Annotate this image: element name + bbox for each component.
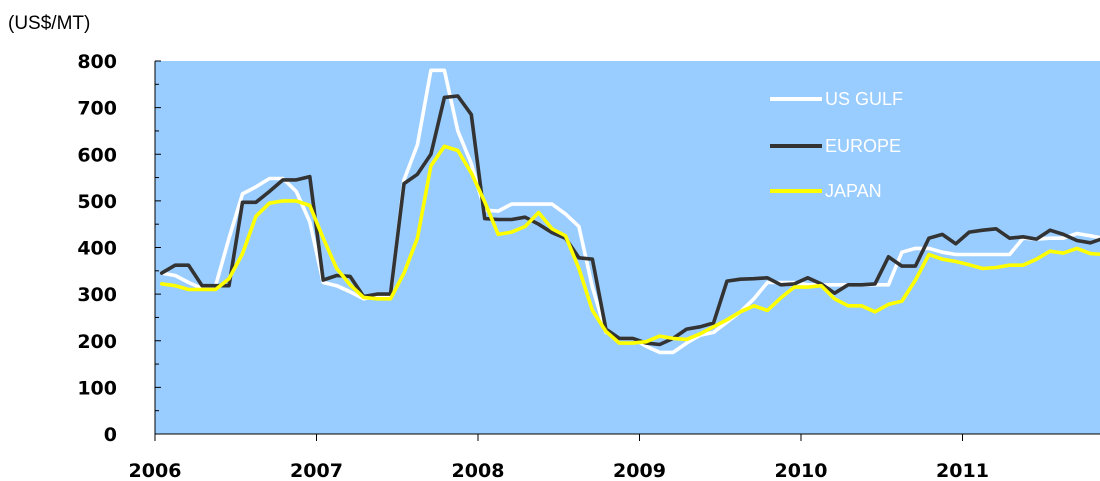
legend-label: US GULF: [825, 89, 903, 109]
x-tick-label: 2007: [290, 460, 343, 481]
x-tick-label: 2009: [613, 460, 666, 481]
x-tick-label: 2011: [936, 460, 989, 481]
y-tick-label: 800: [77, 51, 117, 73]
y-tick-label: 100: [77, 377, 117, 399]
series-line-japan: [159, 144, 1100, 345]
y-unit-label: (US$/MT): [8, 13, 90, 34]
legend-label: EUROPE: [825, 136, 901, 156]
legend-label: JAPAN: [825, 181, 882, 201]
y-tick-label: 0: [104, 424, 117, 446]
y-tick-label: 600: [77, 144, 117, 166]
y-tick-label: 400: [77, 238, 117, 260]
y-tick-label: 200: [77, 331, 117, 353]
y-tick-label: 700: [77, 98, 117, 120]
plot-area: [155, 61, 1100, 434]
x-tick-label: 2010: [775, 460, 828, 481]
axes-layer: 0 100 200 300 400 500 600 700 800 2006 2007 2008 200…: [77, 51, 1100, 481]
x-tick-label: 2006: [129, 460, 182, 481]
y-tick-label: 300: [77, 284, 117, 306]
x-tick-label: 2008: [452, 460, 505, 481]
series-layer: [159, 68, 1100, 355]
legend: US GULF EUROPE JAPAN: [770, 89, 903, 201]
y-tick-label: 500: [77, 191, 117, 213]
